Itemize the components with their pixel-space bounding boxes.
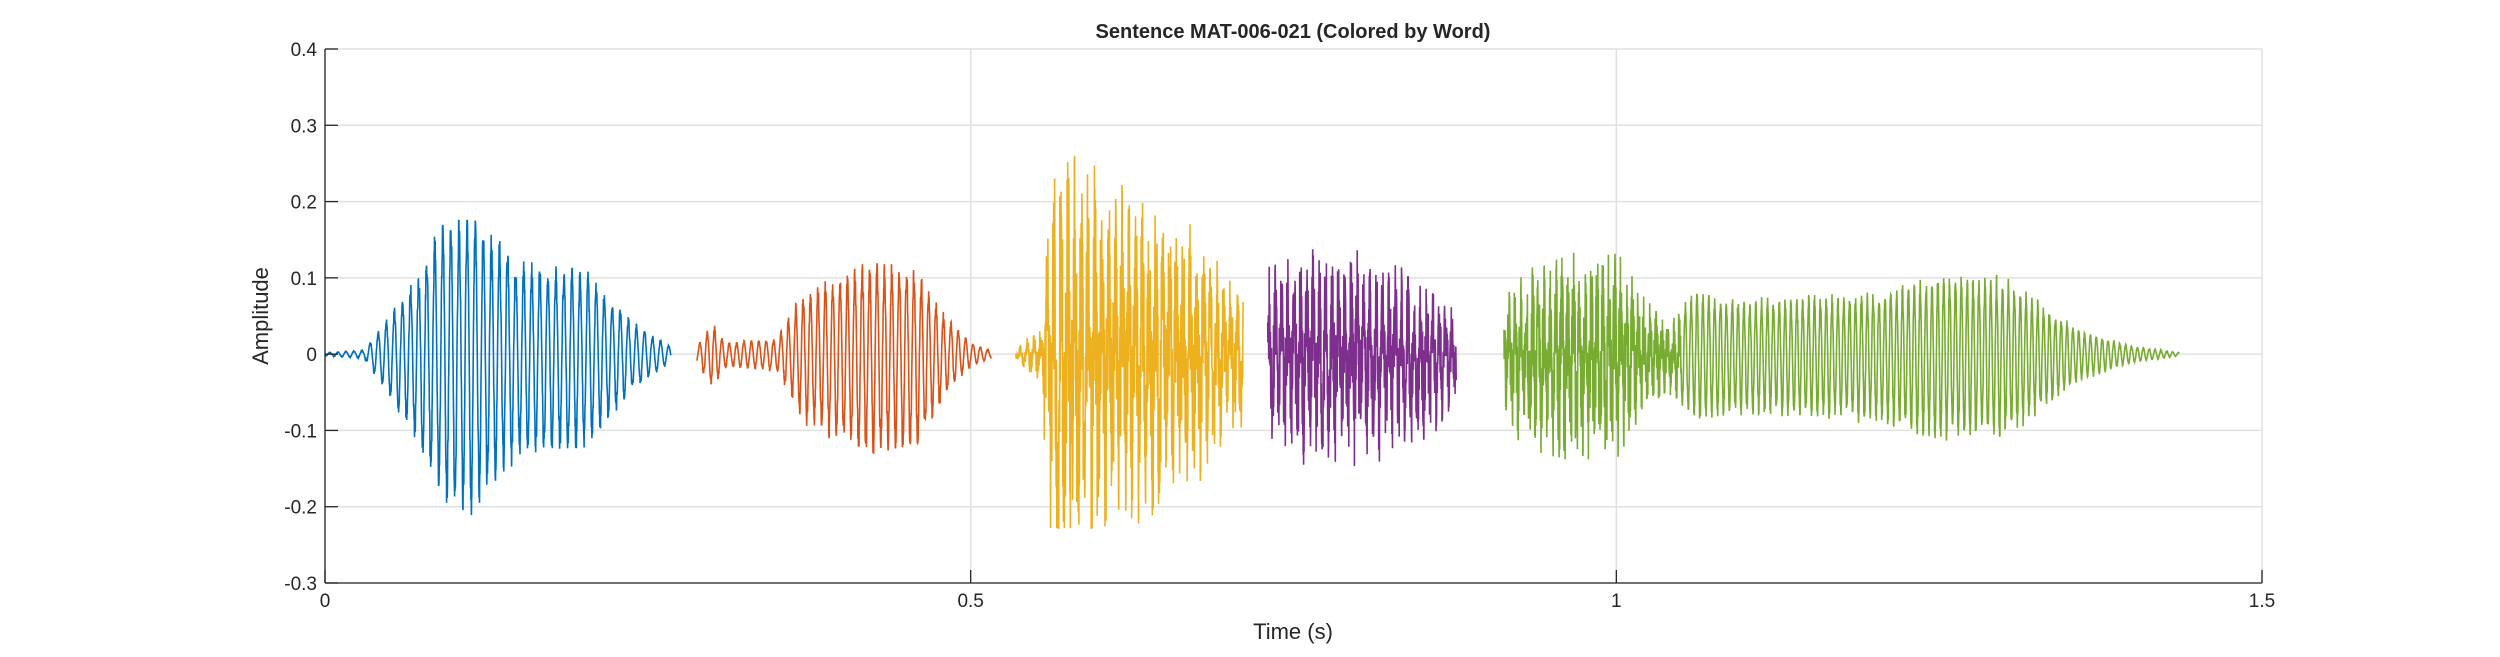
y-tick-label: 0.3 <box>291 116 317 137</box>
waveform-word-4 <box>1266 249 1457 467</box>
y-tick-label: 0.1 <box>291 269 317 290</box>
waveform-word-1 <box>324 219 672 516</box>
y-tick-label: 0.2 <box>291 193 317 214</box>
y-axis-label: Amplitude <box>248 267 273 365</box>
y-tick-label: -0.3 <box>284 574 317 595</box>
x-tick-label: 1 <box>1611 591 1622 612</box>
waveform-word-3 <box>1015 155 1244 529</box>
x-axis-label: Time (s) <box>1253 619 1333 644</box>
waveform-word-2 <box>696 263 992 454</box>
waveform-word-5 <box>1503 252 2180 460</box>
x-tick-label: 0 <box>320 591 331 612</box>
y-tick-label: -0.1 <box>284 421 317 442</box>
tick-labels: -0.3 -0.2 -0.1 0 0.1 0.2 0.3 0.4 0 0.5 1 1.5 <box>284 40 2275 612</box>
y-tick-label: 0 <box>306 345 317 366</box>
y-tick-label: -0.2 <box>284 498 317 519</box>
axes <box>324 48 2263 584</box>
x-tick-label: 1.5 <box>2249 591 2275 612</box>
chart-title: Sentence MAT-006-021 (Colored by Word) <box>1096 21 1491 43</box>
series-group <box>324 155 2180 529</box>
y-tick-label: 0.4 <box>291 40 318 61</box>
x-tick-label: 0.5 <box>957 591 983 612</box>
